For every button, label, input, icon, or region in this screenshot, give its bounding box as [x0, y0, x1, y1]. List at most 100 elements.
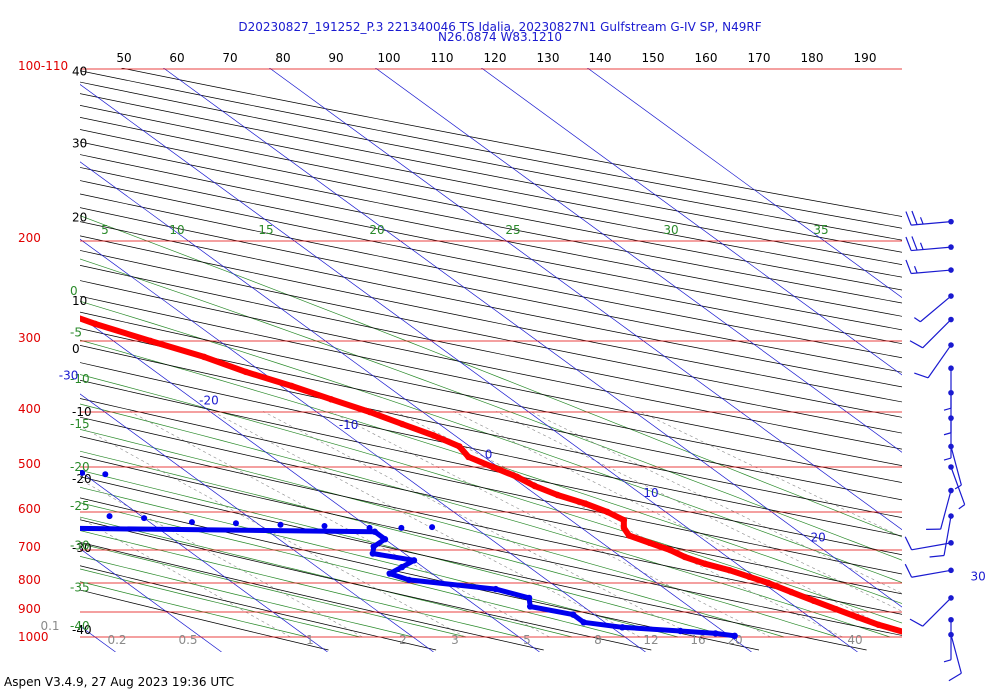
moist-adiabat-top-label: 25 — [505, 223, 520, 237]
pressure-label: 800 — [18, 573, 41, 587]
dewpoint-scatter-point — [429, 524, 436, 531]
dewpoint-point — [369, 550, 377, 557]
isotherm-label: -20 — [199, 394, 219, 408]
dry-adiabat-line — [80, 193, 902, 359]
dry-adiabat-line — [80, 235, 902, 403]
mixing-ratio-label: 1 — [306, 633, 314, 647]
moist-adiabat-label: -30 — [70, 539, 90, 553]
wind-barb-half-flag — [958, 504, 966, 510]
pressure-label: 600 — [18, 502, 41, 516]
wind-barb — [909, 595, 954, 627]
isotherm-label: 10 — [643, 486, 658, 500]
top-axis-tick: 160 — [695, 51, 718, 65]
mixing-ratio-label: 5 — [523, 633, 531, 647]
dry-adiabat-line — [80, 416, 902, 595]
wind-barb-flag — [905, 259, 912, 274]
wind-barb-flag — [904, 563, 913, 578]
wind-barb-staff — [950, 466, 966, 505]
dry-adiabat-line — [80, 167, 902, 331]
dewpoint-point — [619, 624, 626, 631]
isotherm-line — [269, 68, 902, 531]
dewpoint-point — [712, 630, 719, 637]
moist-adiabat-label: -10 — [70, 372, 90, 386]
wind-barb-staff — [911, 542, 952, 551]
isotherm-label: -10 — [339, 418, 359, 432]
moist-adiabats — [80, 215, 902, 638]
left-scale-label: -20 — [72, 472, 92, 486]
dry-adiabat-line — [80, 70, 902, 229]
wind-barb — [943, 389, 954, 436]
dry-adiabat-line — [80, 398, 902, 575]
dewpoint-point — [410, 557, 418, 564]
dry-adiabat-line — [80, 221, 902, 388]
moist-adiabat-line — [80, 374, 902, 624]
pressure-label: 300 — [18, 331, 41, 345]
wind-barb-staff — [911, 569, 952, 578]
dewpoint-point — [405, 576, 413, 584]
moist-adiabat-top-label: 20 — [369, 223, 384, 237]
temperature-point — [901, 630, 902, 635]
pressure-label: 700 — [18, 540, 41, 554]
chart-title: D20230827_191252_P.3 221340046 TS Idalia… — [238, 20, 762, 34]
pressure-label: 400 — [18, 402, 41, 416]
dry-adiabat-line — [80, 116, 902, 278]
dewpoint-point — [525, 594, 533, 602]
moist-adiabat-label: -5 — [70, 326, 82, 340]
pressure-label: 200 — [18, 231, 41, 245]
dry-adiabat-line — [80, 436, 902, 615]
moist-adiabat-line — [80, 568, 361, 638]
dewpoint-point — [371, 528, 378, 535]
top-axis-tick: 50 — [116, 51, 131, 65]
dry-adiabats — [80, 68, 902, 651]
mixing-ratio-line — [262, 411, 697, 638]
dry-adiabat-line — [80, 519, 652, 651]
wind-barb-staff — [911, 246, 952, 252]
temperature-trace — [80, 315, 902, 635]
moist-adiabat-top-label: 10 — [169, 223, 184, 237]
dry-adiabat-line — [80, 280, 902, 450]
moist-adiabat-line — [80, 403, 891, 638]
dry-adiabat-line — [80, 455, 902, 636]
wind-barb — [905, 236, 954, 252]
mixing-ratio-line — [530, 411, 902, 594]
dewpoint-point — [381, 536, 389, 543]
mixing-ratio-line — [80, 517, 291, 638]
dewpoint-scatter-point — [398, 524, 405, 531]
top-axis-tick: 190 — [854, 51, 877, 65]
moist-adiabat-top-label: 5 — [101, 223, 109, 237]
isotherm-line — [80, 316, 540, 652]
wind-barb-staff — [911, 269, 952, 275]
wind-barb-staff — [919, 295, 952, 323]
isotherm-label: 0 — [485, 447, 493, 461]
dry-adiabat-line — [80, 105, 902, 265]
dewpoint-point — [398, 563, 406, 571]
left-scale-label: 20 — [72, 211, 87, 225]
dry-adiabat-line — [80, 81, 902, 241]
moist-adiabat-top-label: 30 — [663, 223, 678, 237]
dry-adiabat-line — [80, 264, 902, 434]
wind-barb — [913, 293, 954, 323]
dry-adiabat-line — [80, 295, 902, 467]
isobars — [80, 68, 902, 638]
isotherm-label: 30 — [970, 570, 985, 584]
moist-adiabat-line — [80, 469, 732, 638]
dry-adiabat-line — [80, 250, 902, 418]
mixing-ratio-line — [330, 411, 771, 638]
top-axis-tick: 90 — [328, 51, 343, 65]
dry-adiabat-line — [80, 154, 902, 317]
chart-subtitle: N26.0874 W83.1210 — [438, 30, 562, 44]
left-scale-label: 40 — [72, 64, 87, 78]
moist-adiabat-line — [80, 556, 414, 638]
moist-adiabat-label: 0 — [70, 284, 78, 298]
wind-barb-half-flag — [919, 217, 924, 225]
isotherms — [80, 68, 902, 652]
mixing-ratio-label: 16 — [690, 633, 705, 647]
dewpoint-scatter-point — [366, 524, 373, 531]
dewpoint-scatter-point — [321, 522, 328, 529]
isotherm-line — [163, 68, 902, 608]
wind-barb-flag — [905, 211, 912, 226]
mixing-ratio-line — [453, 411, 902, 635]
dewpoint-scatter-point — [80, 469, 86, 476]
wind-barb — [943, 415, 954, 461]
